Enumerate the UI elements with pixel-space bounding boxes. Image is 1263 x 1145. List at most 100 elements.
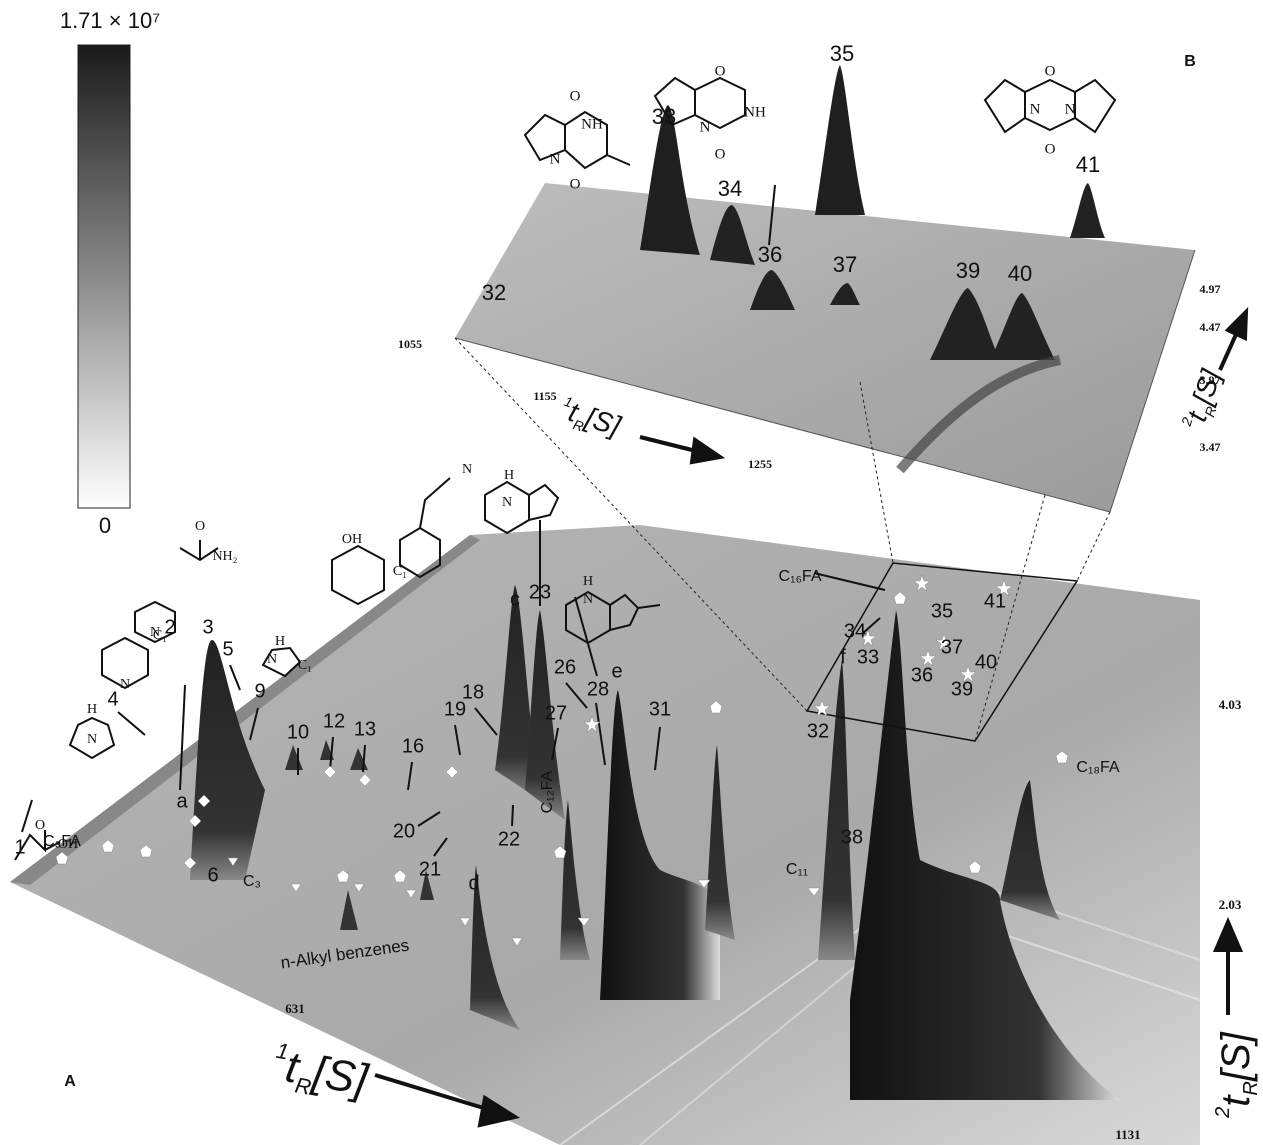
atom-label: N [583, 592, 593, 607]
x-tick-label: 1255 [748, 457, 772, 471]
y-axis-label: 2tR[S] [1177, 364, 1230, 434]
atom-label: O [715, 63, 726, 79]
peak-label: 38 [841, 826, 863, 848]
peak-label: 26 [554, 656, 576, 678]
atom-label: H [87, 702, 97, 717]
x-tick-label: 631 [285, 1001, 305, 1016]
atom-label: O [1045, 141, 1056, 157]
peak-label: 31 [649, 698, 671, 720]
peak-label: 34 [718, 176, 742, 201]
peak-label: 32 [807, 720, 829, 742]
axis-label-unit: [S] [581, 402, 625, 443]
peak-label: 37 [941, 636, 963, 658]
peak-label: 40 [1008, 261, 1032, 286]
peak-letter: c [510, 588, 520, 610]
peak-label: 19 [444, 698, 466, 720]
peak-label: 5 [222, 638, 233, 660]
atom-label: N [87, 732, 97, 747]
y-tick-label: 4.03 [1219, 697, 1242, 712]
peak-label: 12 [323, 710, 345, 732]
compound-label: C₁₁ [786, 861, 808, 878]
peak-letter: a [176, 790, 188, 812]
atom-label: N [502, 495, 512, 510]
x-axis-label: 1tR[S] [269, 1038, 373, 1110]
atom-label: O [35, 818, 45, 833]
atom-label: N [1065, 101, 1076, 117]
axis-label-unit: [S] [1187, 365, 1228, 409]
axis-label-sup: 2 [1212, 1107, 1234, 1119]
peak-label: 28 [587, 678, 609, 700]
y-tick-label: 3.47 [1200, 440, 1221, 454]
peak-label: 33 [652, 104, 676, 129]
x-tick-label: 1055 [398, 337, 422, 351]
atom-label: N [462, 462, 472, 477]
peak-letter: f [840, 646, 846, 668]
compound-label: C₁₆FA [779, 568, 822, 585]
figure: 1.71 × 10⁷0B1055115512554.974.473.973.47… [0, 0, 1263, 1145]
atom-label: NH [581, 116, 603, 132]
atom-label: O [715, 146, 726, 162]
compound-label: C₁₈FA [1076, 759, 1119, 776]
peak-label: 32 [482, 280, 506, 305]
atom-label: N [267, 652, 277, 667]
peak-letter: d [468, 872, 479, 894]
peak-label: 9 [254, 680, 265, 702]
x-tick-label: 1131 [1115, 1127, 1140, 1142]
peak-label: 34 [844, 620, 866, 642]
peak-label: 36 [911, 664, 933, 686]
peak-label: 27 [545, 702, 567, 724]
peak-label: 39 [956, 258, 980, 283]
peak-label: 10 [287, 721, 309, 743]
atom-label: N [120, 677, 130, 692]
atom-label: OH [58, 837, 78, 852]
atom-label: O [570, 176, 581, 192]
atom-label: C₁ [393, 564, 407, 579]
atom-label: NH₂ [212, 549, 237, 564]
atom-label: H [275, 634, 285, 649]
atom-label: C₁ [153, 628, 167, 643]
peak-letter: e [611, 660, 622, 682]
peak-label: 22 [498, 828, 520, 850]
peak-label: 1 [14, 836, 25, 858]
peak-label: 6 [207, 864, 218, 886]
peak-label: 20 [393, 820, 415, 842]
y-tick-label: 2.03 [1219, 897, 1242, 912]
y-tick-label: 4.97 [1200, 282, 1221, 296]
peak-label: 36 [758, 242, 782, 267]
peak-label: 41 [984, 590, 1006, 612]
atom-label: O [1045, 63, 1056, 79]
atom-label: O [195, 519, 205, 534]
x-axis-label: 1tR[S] [556, 393, 625, 446]
axis-label-sub: R [1240, 1081, 1262, 1095]
colorbar-max: 1.71 × 10⁷ [60, 8, 160, 33]
atom-label: NH [744, 104, 766, 120]
atom-label: OH [342, 532, 362, 547]
atom-label: H [583, 574, 593, 589]
peak-label: 13 [354, 718, 376, 740]
compound-label: C₃ [243, 873, 261, 890]
peak-label: 23 [529, 581, 551, 603]
peak-label: 41 [1076, 152, 1100, 177]
panel-a-surface [10, 525, 1200, 1145]
atom-label: N [550, 151, 561, 167]
y-axis-label: 2tR[S] [1212, 1031, 1262, 1118]
peak-label: 4 [107, 688, 118, 710]
atom-label: C₁ [298, 658, 312, 673]
peak-label: 37 [833, 252, 857, 277]
peak-label: 35 [830, 41, 854, 66]
colorbar-min: 0 [99, 513, 111, 538]
panel-letter: B [1184, 53, 1196, 70]
axis-label-unit: [S] [1214, 1031, 1258, 1082]
atom-label: O [570, 88, 581, 104]
x-tick-label: 1155 [533, 389, 556, 403]
peak-label: 21 [419, 858, 441, 880]
peak-label: 39 [951, 678, 973, 700]
axis-label-unit: [S] [309, 1047, 373, 1105]
colorbar [78, 45, 130, 508]
atom-label: H [504, 468, 514, 483]
atom-label: N [1030, 101, 1041, 117]
peak-label: 33 [857, 646, 879, 668]
peak-label: 40 [975, 651, 997, 673]
peak-label: 3 [202, 616, 213, 638]
peak-label: 35 [931, 600, 953, 622]
